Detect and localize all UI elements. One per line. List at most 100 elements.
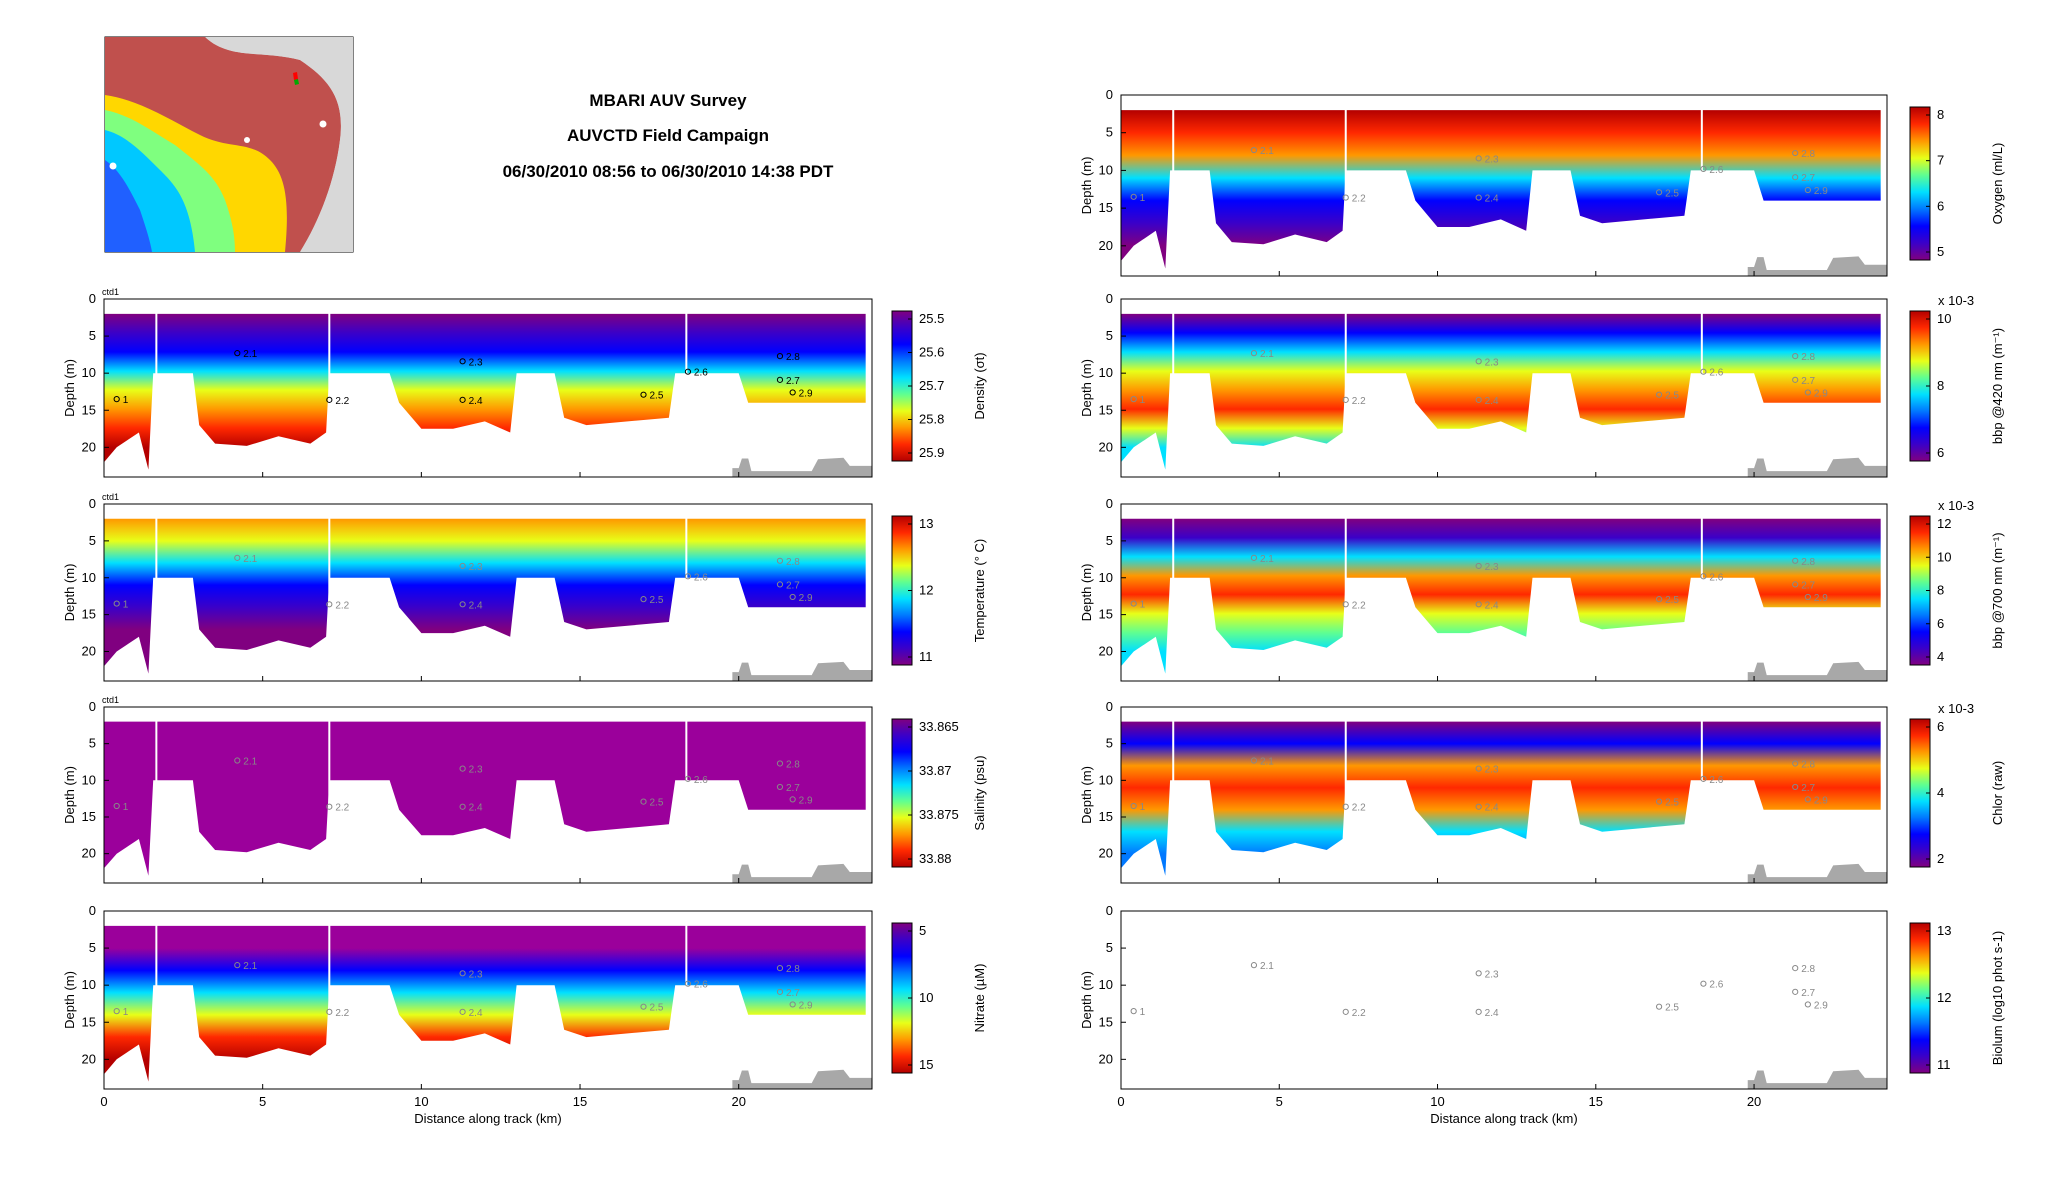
y-tick-label: 10 xyxy=(1099,570,1113,585)
station-label: 2.4 xyxy=(469,803,483,814)
colorbar-tick-label: 25.9 xyxy=(919,445,944,460)
colorbar-tick-label: 12 xyxy=(1937,516,1951,531)
station-label: 2.9 xyxy=(1814,1000,1828,1011)
station-marker xyxy=(459,970,466,977)
x-tick-label: 10 xyxy=(414,1094,428,1109)
colorbar-exponent: x 10-3 xyxy=(1938,498,1974,513)
x-tick-label: 5 xyxy=(259,1094,266,1109)
colorbar-tick-label: 2 xyxy=(1937,851,1944,866)
station-marker xyxy=(684,775,692,782)
instrument-tag: ctd1 xyxy=(102,492,119,502)
station-label: 2.4 xyxy=(1485,600,1499,611)
y-tick-label: 5 xyxy=(1106,533,1113,548)
station-label: 2.6 xyxy=(1709,368,1723,379)
station-label: 2.8 xyxy=(1801,557,1815,568)
station-label: 2.8 xyxy=(786,557,800,568)
colorbar-label: Nitrate (µM) xyxy=(972,964,987,1033)
station-label: 2.1 xyxy=(1260,757,1274,768)
station-marker xyxy=(1250,962,1258,969)
station-label: 2.7 xyxy=(1801,783,1815,794)
station-marker xyxy=(234,554,241,561)
station-marker xyxy=(1475,562,1482,570)
station-marker xyxy=(326,1008,333,1015)
panel-salinity: 0 5 10 15 20 Depth (m) ctd1 1 2.1 2.2 2.3 2.4 2.5 2.6… xyxy=(62,695,987,884)
station-label: 2.4 xyxy=(469,600,483,611)
station-label: 2.1 xyxy=(1260,554,1274,565)
station-label: 2.5 xyxy=(650,391,664,402)
y-tick-label: 5 xyxy=(89,533,96,548)
station-label: 1 xyxy=(1140,395,1146,406)
station-label: 1 xyxy=(1140,802,1146,813)
section-fill-density xyxy=(104,313,866,470)
x-tick-label: 5 xyxy=(1276,1094,1283,1109)
station-label: 2.2 xyxy=(1352,600,1366,611)
y-tick-label: 5 xyxy=(1106,125,1113,140)
seafloor-shading xyxy=(732,457,872,477)
station-marker xyxy=(684,573,692,580)
station-label: 2.5 xyxy=(1665,798,1679,809)
y-tick-label: 15 xyxy=(82,809,96,824)
y-tick-label: 20 xyxy=(1099,846,1113,861)
y-tick-label: 5 xyxy=(89,736,96,751)
station-label: 2.1 xyxy=(243,349,257,360)
station-label: 2.7 xyxy=(1801,173,1815,184)
station-marker xyxy=(326,601,333,608)
colorbar-label: Chlor (raw) xyxy=(1990,761,2005,825)
panel-temperature: 0 5 10 15 20 Depth (m) ctd1 1 2.1 2.2 2.3 2.4 2.5 2.6… xyxy=(62,492,987,682)
station-marker xyxy=(1700,368,1707,375)
y-tick-label: 0 xyxy=(1106,87,1113,102)
colorbar-label: Density (σt) xyxy=(972,352,987,419)
y-axis-label: Depth (m) xyxy=(1079,564,1094,622)
station-marker xyxy=(776,965,784,972)
station-label: 2.1 xyxy=(243,554,257,565)
station-marker xyxy=(459,396,466,403)
station-label: 2.7 xyxy=(786,783,800,794)
plot-frame xyxy=(103,706,873,884)
station-label: 2.3 xyxy=(469,357,483,368)
station-label: 2.5 xyxy=(650,1003,664,1014)
colorbar-tick-label: 13 xyxy=(919,516,933,531)
station-label: 2.9 xyxy=(1814,388,1828,399)
station-marker xyxy=(789,389,796,396)
section-fill-nitrate xyxy=(104,925,866,1082)
station-marker xyxy=(1342,803,1349,810)
seafloor-shading xyxy=(732,863,872,883)
station-marker xyxy=(459,765,466,772)
y-tick-label: 5 xyxy=(89,328,96,343)
section-fill-temperature xyxy=(104,518,866,674)
y-tick-label: 10 xyxy=(1099,162,1113,177)
station-marker xyxy=(1792,149,1799,157)
station-marker xyxy=(113,600,120,607)
station-marker xyxy=(1475,1008,1482,1015)
station-label: 1 xyxy=(1140,1007,1146,1018)
station-marker xyxy=(459,803,466,810)
station-marker xyxy=(1250,350,1258,357)
station-marker xyxy=(1804,186,1811,194)
station-label: 2.8 xyxy=(1801,964,1815,975)
y-tick-label: 0 xyxy=(89,496,96,511)
seafloor-shading xyxy=(1747,661,1887,681)
station-label: 2.9 xyxy=(799,795,813,806)
colorbar-tick-label: 4 xyxy=(1937,785,1944,800)
x-tick-label: 0 xyxy=(100,1094,107,1109)
y-tick-label: 20 xyxy=(82,439,96,454)
panel-bbp700: 0 5 10 15 20 Depth (m) 1 2.1 2.2 2.3 2.4 2.5 2.6 2.7 2… xyxy=(1079,496,2005,682)
colorbar-tick-label: 33.865 xyxy=(919,719,959,734)
station-label: 2.3 xyxy=(469,969,483,980)
station-marker xyxy=(640,798,647,805)
station-marker xyxy=(1475,803,1482,810)
station-marker xyxy=(1342,396,1349,403)
y-tick-label: 0 xyxy=(89,291,96,306)
colorbar-tick-label: 25.7 xyxy=(919,378,944,393)
station-label: 2.7 xyxy=(786,988,800,999)
station-label: 2.9 xyxy=(799,593,813,604)
x-axis-label: Distance along track (km) xyxy=(1430,1111,1577,1126)
y-tick-label: 5 xyxy=(1106,736,1113,751)
y-tick-label: 15 xyxy=(1099,607,1113,622)
station-label: 2.2 xyxy=(1352,194,1366,205)
y-axis-label: Depth (m) xyxy=(62,766,77,824)
plot-frame xyxy=(103,910,873,1090)
station-label: 1 xyxy=(123,1007,129,1018)
y-tick-label: 20 xyxy=(1099,238,1113,253)
station-marker xyxy=(1475,396,1482,403)
